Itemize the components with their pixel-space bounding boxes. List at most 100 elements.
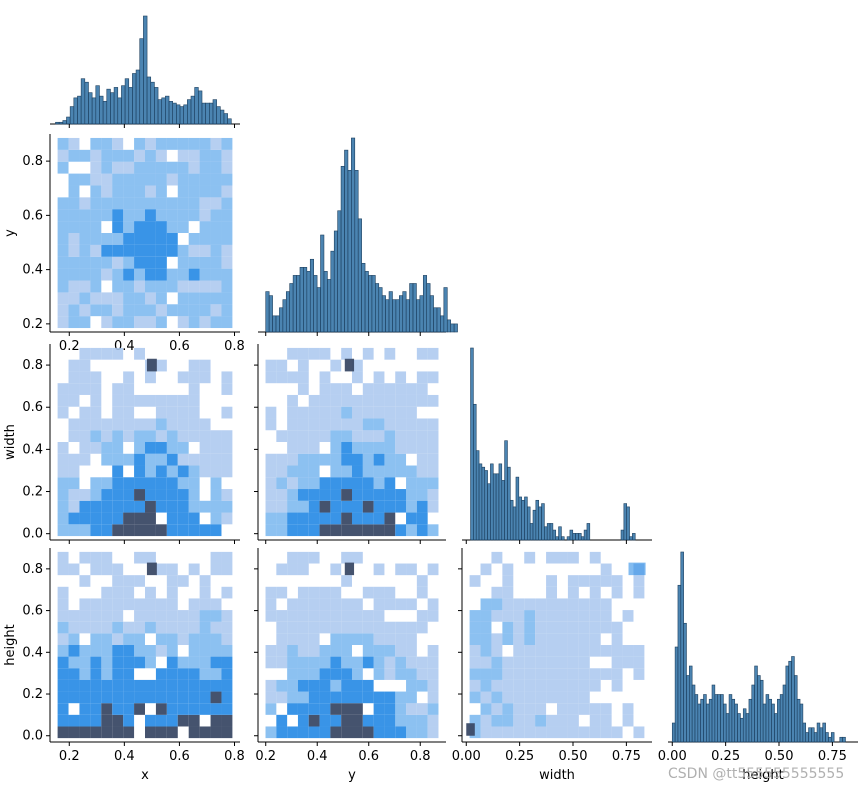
hist-bar — [813, 732, 818, 743]
heatmap-cell — [373, 453, 385, 466]
heatmap-cell — [221, 233, 233, 245]
heatmap-cell — [90, 233, 102, 245]
heatmap-cell — [319, 489, 331, 501]
heatmap-cell — [384, 477, 396, 490]
heatmap-cell — [395, 453, 407, 466]
heatmap-cell — [502, 714, 514, 727]
heatmap-cell — [362, 465, 374, 478]
panel-y-hist — [258, 137, 458, 336]
heatmap-cell — [546, 714, 557, 727]
x-tick-label: 0.50 — [559, 749, 588, 764]
heatmap-cell — [287, 551, 298, 564]
hist-bar — [58, 121, 64, 125]
heatmap-cell — [101, 137, 113, 150]
x-tick-label: 0.00 — [658, 749, 687, 764]
heatmap-cell — [427, 703, 439, 715]
heatmap-cell — [155, 292, 167, 305]
heatmap-cell — [491, 703, 503, 715]
heatmap-cell — [188, 563, 200, 576]
heatmap-cell — [427, 563, 439, 576]
heatmap-cell — [123, 371, 135, 384]
heatmap-cell — [406, 430, 417, 442]
heatmap-cell — [79, 209, 91, 222]
heatmap-cell — [600, 714, 612, 727]
heatmap-cell — [177, 633, 189, 645]
heatmap-cell — [308, 691, 320, 704]
heatmap-cell — [319, 703, 331, 715]
heatmap-cell — [112, 280, 124, 293]
heatmap-cell — [221, 645, 233, 657]
heatmap-cell — [362, 500, 374, 513]
hist-bar — [205, 102, 210, 125]
heatmap-cell — [188, 371, 200, 384]
heatmap-cell — [416, 679, 428, 692]
heatmap-cell — [155, 316, 167, 329]
heatmap-cell — [79, 668, 91, 680]
heatmap-cell — [155, 703, 167, 715]
heatmap-cell — [90, 394, 102, 407]
heatmap-cell — [319, 691, 331, 704]
heatmap-cell — [384, 598, 396, 611]
heatmap-cell — [155, 465, 167, 478]
hist-bar — [552, 529, 557, 541]
heatmap-cell — [146, 562, 157, 576]
hist-bar — [409, 283, 414, 333]
heatmap-cell — [395, 406, 407, 419]
heatmap-cell — [155, 524, 167, 537]
heatmap-cell — [68, 233, 80, 245]
heatmap-cell — [546, 575, 557, 587]
heatmap-cell — [406, 512, 417, 525]
heatmap-cell — [344, 562, 355, 576]
heatmap-cell — [524, 691, 536, 704]
hist-bar — [700, 698, 704, 743]
hist-bar — [759, 679, 764, 743]
heatmap-cell — [384, 418, 396, 431]
hist-bar — [731, 698, 736, 743]
heatmap-cell — [469, 691, 481, 704]
hist-bar — [99, 95, 104, 125]
heatmap-cell — [265, 477, 277, 490]
heatmap-cell — [134, 304, 145, 317]
heatmap-cell — [373, 668, 385, 680]
heatmap-cell — [395, 489, 407, 501]
heatmap-cell — [210, 244, 222, 257]
hist-bar — [209, 102, 214, 125]
heatmap-cell — [567, 645, 579, 657]
heatmap-cell — [101, 209, 113, 222]
heatmap-cell — [297, 551, 309, 564]
heatmap-cell — [112, 383, 124, 395]
heatmap-cell — [341, 656, 352, 669]
heatmap-cell — [373, 621, 385, 634]
heatmap-cell — [221, 209, 233, 222]
heatmap-cell — [330, 633, 342, 645]
heatmap-cell — [341, 394, 352, 407]
heatmap-cell — [79, 430, 91, 442]
heatmap-cell — [341, 347, 352, 360]
hist-bar — [412, 283, 417, 333]
heatmap-cell — [341, 465, 352, 478]
heatmap-cell — [287, 563, 298, 576]
hist-bar — [77, 95, 82, 125]
heatmap-cell — [469, 656, 481, 669]
heatmap-cell — [112, 668, 124, 680]
hist-bar — [498, 463, 503, 541]
heatmap-cell — [134, 633, 145, 645]
hist-bar — [623, 503, 628, 541]
heatmap-cell — [287, 633, 298, 645]
heatmap-cell — [166, 668, 178, 680]
heatmap-cell — [567, 714, 579, 727]
heatmap-cell — [287, 668, 298, 680]
heatmap-cell — [123, 244, 135, 257]
heatmap-cell — [395, 563, 407, 576]
heatmap-cell — [546, 726, 557, 739]
heatmap-cell — [145, 256, 156, 269]
hist-bar — [580, 536, 585, 541]
heatmap-cell — [352, 418, 363, 431]
heatmap-cell — [265, 489, 277, 501]
heatmap-cell — [188, 691, 200, 704]
heatmap-cell — [287, 512, 298, 525]
heatmap-cell — [101, 268, 113, 281]
heatmap-cell — [199, 465, 211, 478]
heatmap-cell — [427, 656, 439, 669]
heatmap-cell — [600, 563, 612, 576]
